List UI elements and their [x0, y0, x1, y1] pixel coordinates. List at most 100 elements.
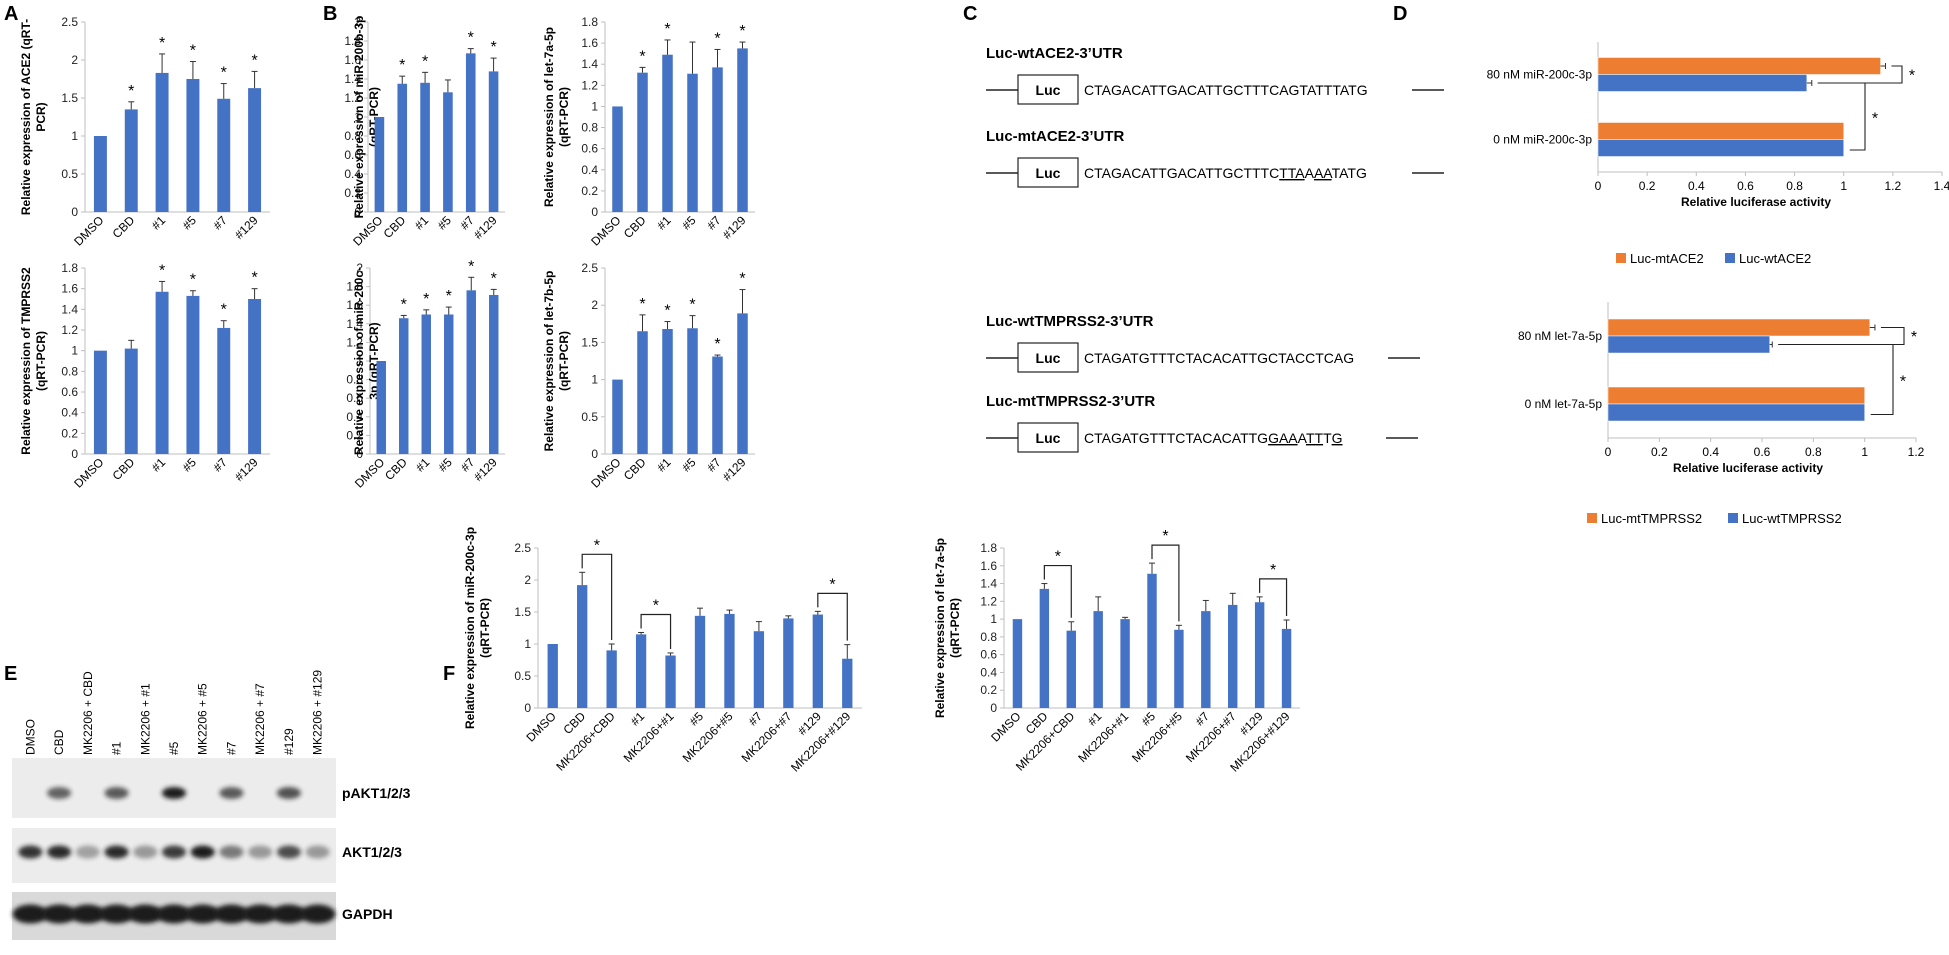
figure-canvas: A B C D E F 00.511.522.5Relative express… — [0, 0, 1949, 955]
significance-star: * — [401, 296, 407, 313]
y-tick-label: 1.6 — [980, 559, 997, 573]
bar — [737, 48, 748, 212]
blot-band — [47, 787, 71, 799]
bar — [712, 357, 723, 454]
western-blot: DMSO CBD MK2206 + CBD #1 MK2206 + #1 #5 MK2206… — [12, 670, 411, 940]
lane-label: #7 — [224, 741, 238, 755]
x-tick-label: #1 — [654, 455, 674, 475]
bar — [217, 99, 230, 212]
x-tick-label: 1 — [1861, 445, 1868, 459]
legend-swatch — [1725, 253, 1735, 263]
panel-label-e: E — [4, 663, 17, 685]
bar — [248, 299, 261, 454]
bar — [443, 92, 453, 212]
significance-star: * — [653, 597, 659, 614]
blot-row-label: pAKT1/2/3 — [342, 785, 411, 801]
significance-star: * — [1055, 549, 1061, 566]
significance-star: * — [1162, 528, 1168, 545]
x-tick-label: #1 — [149, 455, 169, 475]
sequence-segment: CTAGATGTTTCTACACATTGCTACCTCAG — [1084, 350, 1354, 366]
y-tick-label: 1.8 — [61, 261, 78, 275]
x-tick-label: #5 — [1139, 709, 1159, 729]
bar — [420, 83, 430, 212]
y-tick-label: 0.2 — [980, 683, 997, 697]
bar — [662, 329, 673, 454]
significance-star: * — [739, 23, 745, 40]
bar — [612, 106, 623, 212]
y-tick-label: 0.8 — [980, 630, 997, 644]
x-tick-label: 1.4 — [1934, 179, 1949, 193]
x-tick-label: 1 — [1840, 179, 1847, 193]
blot-band — [191, 846, 215, 859]
y-axis-title: (qRT-PCR) — [557, 87, 571, 147]
panel-label-a: A — [4, 3, 18, 25]
bar — [1120, 619, 1129, 708]
chart-ace2-expression: 00.511.522.5Relative expression of ACE2 … — [19, 15, 270, 249]
bar — [156, 292, 169, 454]
chart-luciferase-tmprss2: 0 0.2 0.4 0.6 0.8 1 1.2 Relative luciferase act… — [1518, 302, 1925, 526]
significance-star: * — [251, 52, 257, 69]
y-tick-label: 0 — [71, 447, 78, 461]
x-tick-label: CBD — [381, 213, 409, 241]
significance-star: * — [159, 262, 165, 279]
blot-band — [162, 787, 186, 799]
legend-swatch — [1728, 513, 1738, 523]
sequence: CTAGACATTGACATTGCTTTCTTAAAATATG — [1084, 165, 1367, 181]
bar — [1201, 611, 1210, 708]
x-tick-label: MK2206+#7 — [1183, 709, 1239, 765]
x-tick-label: #5 — [435, 213, 455, 233]
significance-star: * — [490, 39, 496, 56]
significance-star: * — [399, 57, 405, 74]
x-tick-label: #129 — [720, 213, 749, 242]
y-tick-label: 0.6 — [980, 648, 997, 662]
bar — [1608, 404, 1865, 421]
bar — [548, 644, 558, 708]
x-tick-label: CBD — [110, 213, 138, 241]
bar — [466, 53, 476, 212]
luc-label: Luc — [1036, 165, 1061, 181]
x-tick-label: MK2206+#5 — [1129, 709, 1185, 765]
bar — [1598, 58, 1881, 75]
legend-swatch — [1616, 253, 1626, 263]
y-tick-label: 1 — [591, 99, 598, 113]
y-tick-label: 1.4 — [980, 577, 997, 591]
bar — [637, 331, 648, 454]
x-tick-label: #129 — [471, 455, 500, 484]
bar — [1255, 602, 1264, 708]
lane-label: MK2206 + CBD — [81, 671, 95, 755]
bar — [662, 55, 673, 212]
y-tick-label: 2 — [591, 298, 598, 312]
x-tick-label: 0.4 — [1702, 445, 1719, 459]
x-tick-label: 0.6 — [1737, 179, 1754, 193]
significance-star: * — [423, 291, 429, 308]
bar — [489, 71, 499, 212]
bar — [217, 328, 230, 454]
blot-band — [104, 846, 128, 859]
x-tick-label: #129 — [720, 455, 749, 484]
y-tick-label: 1 — [71, 129, 78, 143]
x-tick-label: #7 — [1193, 709, 1213, 729]
y-tick-label: 2.5 — [514, 541, 531, 555]
chart-tmprss2-expression: 0 0.2 0.4 0.6 0.8 1 1.2 1.4 1.6 1.8 Relative expre… — [19, 261, 270, 491]
significance-star: * — [422, 53, 428, 70]
construct-title: Luc-wtACE2-3’UTR — [986, 45, 1123, 62]
mutated-bases: GAA — [1268, 430, 1298, 446]
bar — [125, 349, 138, 454]
significance-star: * — [159, 35, 165, 52]
chart-mk2206-mir-200c-3p: 0 0.5 1 1.5 2 2.5 Relative expression of miR-2… — [463, 527, 862, 775]
group-label: 80 nM miR-200c-3p — [1487, 68, 1593, 82]
significance-star: * — [1872, 111, 1878, 128]
blot-row-label: GAPDH — [342, 906, 393, 922]
x-tick-label: #1 — [628, 709, 648, 729]
bar — [1608, 336, 1770, 353]
y-tick-label: 0.6 — [61, 385, 78, 399]
x-tick-label: #7 — [211, 213, 231, 233]
significance-star: * — [221, 302, 227, 319]
x-tick-label: 1.2 — [1885, 179, 1902, 193]
blot-band — [219, 846, 243, 859]
x-tick-label: #1 — [412, 213, 432, 233]
y-tick-label: 1.5 — [61, 91, 78, 105]
legend-swatch — [1587, 513, 1597, 523]
blot-band — [104, 787, 128, 799]
bar — [397, 84, 407, 212]
